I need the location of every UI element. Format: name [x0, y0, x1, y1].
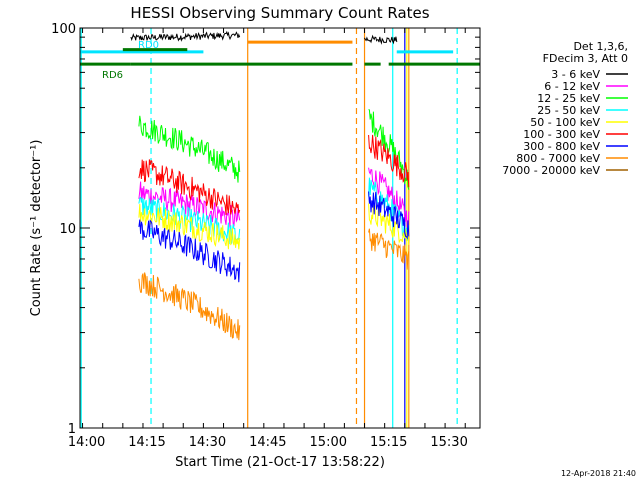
x-tick-label-1445: 14:45: [249, 435, 286, 450]
y-tick-label-100: 100: [51, 22, 76, 37]
series-800-7000keV-segment-1: [368, 228, 410, 270]
x-tick-label-1415: 14:15: [128, 435, 165, 450]
x-tick-label-1430: 14:30: [189, 435, 226, 450]
flag-label-rd0: RD0: [138, 40, 159, 51]
legend-header-1: FDecim 3, Att 0: [543, 52, 628, 65]
legend-label-6: 300 - 800 keV: [523, 140, 600, 153]
x-tick-label-1400: 14:00: [68, 435, 105, 450]
series-50-100keV-segment-1: [368, 203, 410, 245]
legend-header-0: Det 1,3,6,: [573, 40, 628, 53]
series-6-12keV-segment-0: [138, 181, 241, 228]
x-axis-label: Start Time (21-Oct-17 13:58:22): [175, 455, 385, 470]
legend-label-0: 3 - 6 keV: [551, 68, 600, 81]
legend-label-2: 12 - 25 keV: [537, 92, 600, 105]
y-tick-label-1: 1: [68, 422, 76, 437]
legend-label-4: 50 - 100 keV: [530, 116, 600, 129]
y-tick-label-10: 10: [59, 222, 76, 237]
series-25-50keV-segment-1: [368, 177, 410, 241]
plot-area: RD6 RD0: [80, 28, 480, 428]
series-3-6keV-segment-1: [364, 34, 398, 45]
series-50-100keV-segment-0: [138, 203, 241, 250]
x-tick-label-1530: 15:30: [430, 435, 467, 450]
legend-label-5: 100 - 300 keV: [523, 128, 600, 141]
legend-label-8: 7000 - 20000 keV: [502, 164, 600, 177]
series-12-25keV-segment-0: [138, 115, 241, 183]
series-100-300keV-segment-1: [368, 134, 410, 188]
series-3-6keV-segment-0: [130, 30, 241, 42]
axes: 1 10 100 14:00 14:15 14:30 14:45 15:00 15:15 15:3…: [51, 22, 481, 450]
legend-label-7: 800 - 7000 keV: [516, 152, 600, 165]
flag-label-rd6: RD6: [102, 70, 123, 81]
series-800-7000keV-segment-0: [138, 272, 241, 341]
series-100-300keV-segment-0: [138, 159, 241, 215]
series-6-12keV-segment-1: [368, 167, 410, 231]
x-tick-label-1500: 15:00: [310, 435, 347, 450]
legend-label-3: 25 - 50 keV: [537, 104, 600, 117]
x-tick-label-1515: 15:15: [370, 435, 407, 450]
legend-label-1: 6 - 12 keV: [544, 80, 600, 93]
chart-title: HESSI Observing Summary Count Rates: [130, 4, 429, 22]
series-300-800keV-segment-0: [138, 219, 241, 283]
series-300-800keV-segment-1: [368, 191, 410, 240]
y-axis-label: Count Rate (s⁻¹ detector⁻¹): [29, 140, 44, 317]
generated-timestamp: 12-Apr-2018 21:40: [561, 469, 636, 478]
